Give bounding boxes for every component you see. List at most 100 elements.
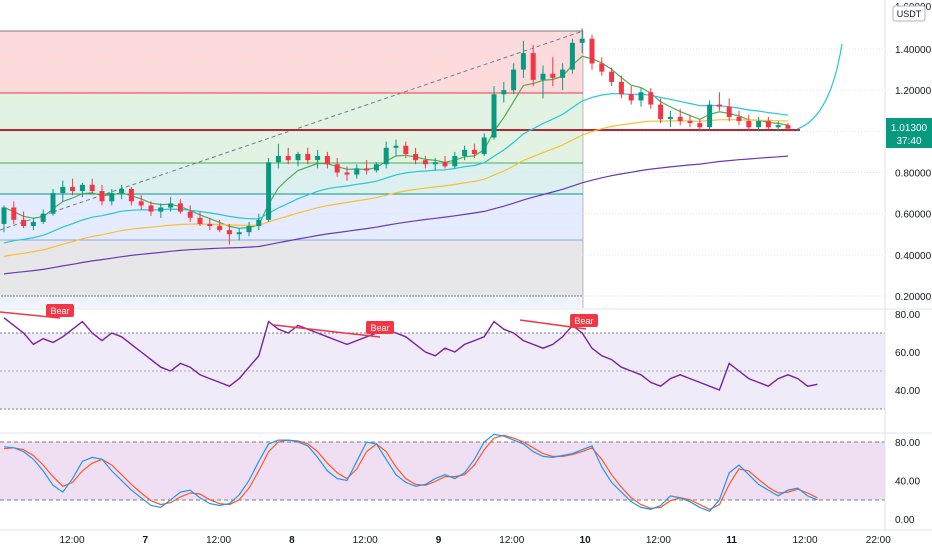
price-tick: 0.80000 xyxy=(895,169,932,180)
stoch-tick: 0.00 xyxy=(895,515,915,526)
ema-long-line xyxy=(3,155,789,275)
candle-body xyxy=(70,186,76,192)
candle-body xyxy=(60,186,66,194)
candle-body xyxy=(579,38,585,43)
candle-body xyxy=(393,145,399,148)
candle-body xyxy=(677,116,683,122)
candle-body xyxy=(716,104,722,107)
candle-body xyxy=(589,38,595,64)
candle-body xyxy=(344,172,350,175)
stoch-k-line xyxy=(3,433,818,513)
candle-body xyxy=(334,164,340,173)
bear-divergence-line-3 xyxy=(519,319,587,330)
candle-body xyxy=(285,156,291,161)
bear-label-3: Bear xyxy=(570,314,598,327)
time-tick: 7 xyxy=(143,535,149,546)
candle-body xyxy=(560,69,566,78)
candle-body xyxy=(40,213,46,222)
candle-body xyxy=(422,160,428,165)
candle-body xyxy=(256,219,262,227)
candle-body xyxy=(403,145,409,154)
time-tick: 11 xyxy=(726,535,737,546)
projection-curve xyxy=(796,43,843,130)
candle-body xyxy=(599,63,605,72)
candle-body xyxy=(217,226,223,231)
candle-body xyxy=(481,137,487,154)
candle-body xyxy=(236,232,242,235)
bear-label-2: Bear xyxy=(366,321,394,334)
candle-body xyxy=(177,203,183,212)
time-tick: 22:00 xyxy=(866,535,891,546)
price-axis[interactable]: 1.60000 USDT 1.400001.200001.000000.8000… xyxy=(884,0,932,530)
candle-body xyxy=(746,121,752,128)
candle-body xyxy=(609,71,615,82)
ema-slow-line xyxy=(3,119,789,257)
currency-badge[interactable]: USDT xyxy=(892,5,926,22)
bear-label-text: Bear xyxy=(50,306,69,316)
candle-body xyxy=(275,156,281,163)
candle-body xyxy=(540,73,546,80)
candle-body xyxy=(109,193,115,202)
fib-zone-light xyxy=(0,296,583,308)
candle-body xyxy=(158,207,164,212)
candle-body xyxy=(168,203,174,208)
candle-body xyxy=(658,104,664,119)
fib-zone-teal xyxy=(0,163,583,194)
candle-body xyxy=(148,205,154,212)
time-tick: 8 xyxy=(289,535,295,546)
rsi-panel: Bear Bear Bear xyxy=(0,304,932,410)
candle-body xyxy=(785,125,791,129)
grid-lines xyxy=(0,48,885,297)
time-tick: 9 xyxy=(436,535,442,546)
bear-label-text: Bear xyxy=(370,323,389,333)
candle-body xyxy=(618,81,624,95)
candle-body xyxy=(726,106,732,117)
fib-zone-red xyxy=(0,31,583,93)
rsi-tick: 40.00 xyxy=(895,386,920,397)
candle-body xyxy=(324,156,330,165)
candle-body xyxy=(119,188,125,194)
candle-body xyxy=(471,149,477,154)
candle-body xyxy=(736,116,742,122)
current-price-badge: 1.01300 37:40 xyxy=(886,118,932,148)
candle-body xyxy=(11,207,17,220)
candle-body xyxy=(1,207,7,224)
time-tick: 12:00 xyxy=(353,535,378,546)
candle-body xyxy=(628,94,634,101)
candle-body xyxy=(354,168,360,175)
candle-body xyxy=(667,116,673,119)
price-tick: 0.40000 xyxy=(895,251,932,262)
time-tick: 12:00 xyxy=(206,535,231,546)
bear-label-text: Bear xyxy=(574,316,593,326)
candle-body xyxy=(491,94,497,138)
time-tick: 12:00 xyxy=(499,535,524,546)
candle-body xyxy=(266,162,272,220)
candle-body xyxy=(520,53,526,70)
candle-body xyxy=(462,149,468,157)
bear-label-1: Bear xyxy=(46,304,74,317)
candle-body xyxy=(305,153,311,161)
candle-body xyxy=(226,230,232,235)
candle-body xyxy=(197,217,203,224)
current-price-label: 1.01300 xyxy=(891,123,928,134)
time-tick: 10 xyxy=(580,535,592,546)
rsi-tick: 80.00 xyxy=(895,310,920,321)
time-tick: 12:00 xyxy=(792,535,817,546)
candle-body xyxy=(138,201,144,206)
price-tick: 0.60000 xyxy=(895,210,932,221)
currency-label: USDT xyxy=(897,9,922,19)
rsi-tick: 60.00 xyxy=(895,348,920,359)
candle-body xyxy=(432,162,438,165)
candle-body xyxy=(765,121,771,128)
time-axis[interactable]: 12:00 7 12:00 8 12:00 9 12:00 10 12:00 11 12:00 22:… xyxy=(0,529,932,546)
candle-body xyxy=(30,221,36,227)
candle-body xyxy=(648,92,654,105)
candle-body xyxy=(687,121,693,124)
stoch-panel xyxy=(0,432,932,513)
price-tick: 1.40000 xyxy=(895,45,932,56)
bear-divergence-line-2 xyxy=(273,324,381,338)
stoch-tick: 40.00 xyxy=(895,477,920,488)
price-tick: 0.20000 xyxy=(895,292,932,303)
time-tick: 12:00 xyxy=(646,535,671,546)
